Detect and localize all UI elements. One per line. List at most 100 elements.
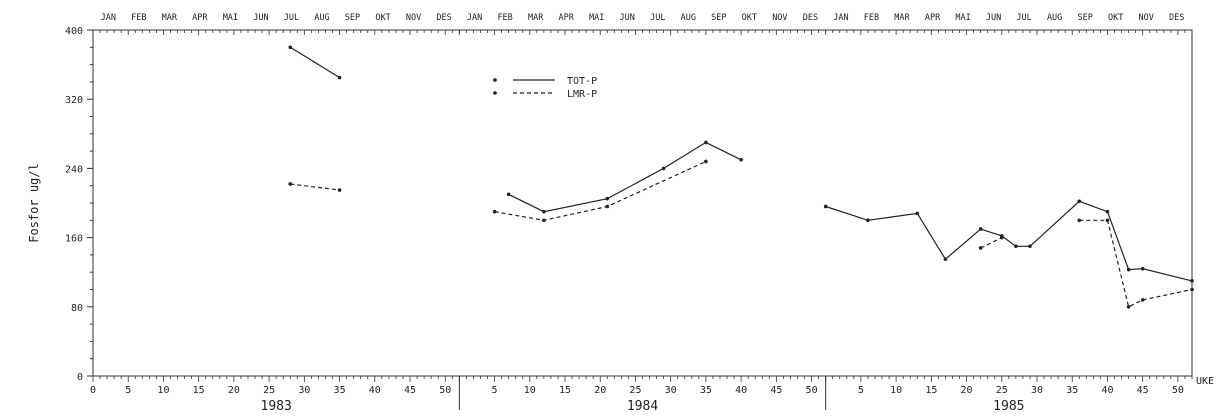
data-point-lmr-p [492, 209, 497, 214]
week-label: 50 [1172, 385, 1184, 396]
data-point-tot-p [915, 211, 920, 216]
month-label: SEP [711, 13, 726, 23]
data-point-tot-p [288, 45, 293, 50]
x-axis-label: UKE [1196, 376, 1214, 387]
data-point-tot-p [1028, 244, 1032, 249]
data-point-tot-p [866, 218, 870, 223]
series-line-lmr-p [1079, 219, 1193, 308]
month-label: NOV [406, 13, 421, 23]
year-label: 1984 [627, 399, 658, 414]
y-tick-label: 160 [65, 234, 83, 245]
legend-label-lmr-p: LMR-P [567, 89, 597, 100]
legend: TOT-P LMR-P [493, 76, 597, 100]
week-label: 30 [298, 385, 310, 396]
week-label: 25 [263, 385, 275, 396]
data-point-lmr-p [288, 182, 293, 186]
week-label: 15 [925, 385, 937, 396]
series-line-tot-p [825, 200, 1193, 282]
month-label: NOV [1139, 13, 1154, 23]
data-point-tot-p [1077, 199, 1082, 204]
data-point-tot-p [506, 192, 511, 197]
data-point-tot-p [1014, 244, 1018, 249]
week-label: 5 [125, 385, 131, 396]
data-point-lmr-p [1126, 305, 1131, 309]
month-label: JUL [1016, 13, 1031, 23]
month-label: APR [559, 13, 575, 23]
data-point-tot-p [704, 140, 708, 145]
week-label: 0 [90, 385, 96, 396]
week-label: 20 [594, 385, 606, 396]
data-point-tot-p [739, 157, 743, 162]
week-label: 30 [665, 385, 677, 396]
month-label: JAN [101, 13, 116, 23]
month-label: JUL [650, 13, 665, 23]
data-point-tot-p [661, 166, 666, 171]
month-label: FEB [864, 13, 879, 23]
month-label: JAN [833, 13, 848, 23]
y-tick-label: 240 [65, 164, 83, 175]
month-label: OKT [375, 13, 390, 23]
series-line-lmr-p [494, 160, 707, 221]
year-label: 1983 [261, 399, 292, 414]
y-axis-label: Fosfor ug/l [27, 163, 41, 242]
month-label: JUN [620, 13, 635, 23]
month-label: MAI [589, 13, 604, 23]
series-layer [288, 45, 1194, 309]
week-label: 5 [858, 385, 864, 396]
week-label: 50 [806, 385, 818, 396]
legend-marker-tot-p [493, 78, 497, 82]
legend-label-tot-p: TOT-P [567, 76, 597, 87]
month-label: JUN [986, 13, 1001, 23]
month-label: AUG [681, 13, 696, 23]
month-label: OKT [1108, 13, 1123, 23]
series-line-lmr-p [980, 237, 1003, 249]
week-label: 35 [334, 385, 346, 396]
month-label: FEB [131, 13, 146, 23]
data-point-lmr-p [605, 204, 610, 209]
data-point-tot-p [605, 196, 610, 201]
data-point-tot-p [943, 257, 948, 262]
data-point-tot-p [1140, 266, 1145, 271]
week-label: 40 [735, 385, 747, 396]
plot-frame [92, 29, 1193, 410]
data-point-lmr-p [1140, 298, 1145, 302]
week-label: 50 [439, 385, 451, 396]
week-label: 15 [193, 385, 205, 396]
data-point-lmr-p [1105, 218, 1110, 223]
y-tick-label: 400 [65, 26, 83, 37]
month-label: MAR [162, 13, 178, 23]
data-point-tot-p [1105, 209, 1110, 214]
month-label: DES [436, 13, 451, 23]
series-line-lmr-p [290, 183, 340, 191]
data-point-tot-p [978, 227, 983, 231]
month-label: MAI [223, 13, 238, 23]
week-label: 30 [1031, 385, 1043, 396]
week-label: 10 [524, 385, 536, 396]
y-tick-label: 0 [77, 372, 83, 383]
month-label: AUG [1047, 13, 1062, 23]
week-axis: 0 5 10 15 20 25 30 35 40 45 50 1983 5 10 15 20 25 30 35 40 4… [90, 376, 1193, 414]
month-label: JUL [284, 13, 299, 23]
month-label: APR [192, 13, 208, 23]
month-label: MAR [894, 13, 910, 23]
month-label: DES [1169, 13, 1184, 23]
month-label: MAI [955, 13, 970, 23]
data-point-lmr-p [1077, 218, 1082, 223]
week-label: 10 [157, 385, 169, 396]
month-axis: JAN FEB MAR APR MAI JUN JUL AUG SEP OKT NOV DES JAN F… [92, 13, 1193, 35]
data-point-tot-p [337, 75, 342, 80]
data-point-lmr-p [542, 218, 546, 223]
month-label: OKT [742, 13, 757, 23]
year-label: 1985 [993, 399, 1024, 414]
month-label: FEB [497, 13, 512, 23]
data-point-lmr-p [337, 188, 342, 192]
data-point-tot-p [1190, 279, 1194, 283]
y-tick-label: 80 [71, 303, 83, 314]
y-axis: 0 80 160 240 320 400 [65, 26, 93, 383]
week-label: 40 [369, 385, 381, 396]
series-line-tot-p [508, 141, 742, 213]
week-label: 35 [700, 385, 712, 396]
data-point-lmr-p [1190, 287, 1194, 292]
month-label: JUN [253, 13, 268, 23]
